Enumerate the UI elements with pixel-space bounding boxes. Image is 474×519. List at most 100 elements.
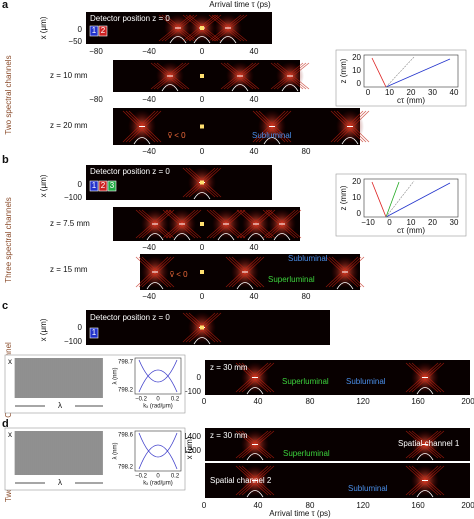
inset-line [385,56,415,88]
channel-label: 2 [101,181,106,190]
y-axis-label: x (μm) [39,16,48,39]
y-tick-label: 0 [78,323,83,332]
plot-y-tick: 798.2 [118,388,134,394]
x-tick-label: 0 [200,292,205,301]
strip-label: Detector position z = 0 [90,14,170,23]
y-tick-label: 0 [78,25,83,34]
x-tick-label: 0 [202,501,207,510]
channel-box [107,180,117,192]
inset-x-tick: 30 [450,218,459,227]
plot-x-tick: 0 [156,397,160,403]
inset-frame [335,173,467,237]
plot-x-tick: −0.2 [135,474,148,480]
inset-line [385,181,400,218]
pulse-profile [281,84,299,92]
inset-line [371,57,387,88]
x-tick-label: −40 [142,147,156,156]
inset-y-label: z (mm) [339,58,348,83]
inset-x-tick: 20 [428,218,437,227]
x-tick-label: −40 [142,292,156,301]
plot-axes [134,357,182,395]
heatmap-strip [86,165,272,200]
x-tick-label: −80 [89,95,103,104]
pulse-profile [146,233,164,241]
x-tick-label: 40 [250,147,259,156]
marker [200,124,204,129]
inset-line [385,182,451,218]
x-tick-label: 0 [202,397,207,406]
panel-letter: d [2,418,9,430]
inset-line [385,180,415,218]
strip-label: Spatial channel 2 [210,476,272,485]
pulse-profile [193,36,211,44]
x-tick-label: −40 [142,95,156,104]
pulse-profile [416,387,434,395]
marker [200,74,204,78]
inset-y-label: z (mm) [339,185,348,210]
pulse-profile [246,387,264,395]
pulse-profile [146,282,164,290]
pulse-profile [416,453,434,461]
inset-x-tick: 20 [407,88,416,97]
plot-y-tick: 798.2 [118,465,134,471]
x-tick-label: 80 [306,501,315,510]
channel-label: 2 [101,26,106,35]
panel-letter: c [2,300,8,312]
pulse-profile [247,233,265,241]
x-tick-label: 120 [356,397,370,406]
inset-x-label: cτ (mm) [397,96,425,105]
x-tick-label: 200 [461,397,474,406]
panel-letter: b [2,154,9,166]
strip-label: z = 10 mm [50,71,88,80]
inset-x-tick: 0 [366,88,371,97]
inset-y-tick: 20 [352,53,361,62]
strip-label: z = 7.5 mm [50,219,90,228]
plot-x-tick: 0.2 [171,474,180,480]
top-axis-title: Arrival time τ (ps) [209,0,271,9]
marker [200,325,204,330]
x-tick-label: 120 [356,501,370,510]
channel-label: 1 [92,181,97,190]
inset-line [371,181,387,218]
annotation: Subluminal [252,131,292,140]
pulse-profile [133,137,151,145]
pulse-profile [169,36,187,44]
plot-x-label: kₓ (rad/μm) [143,481,172,487]
channel-box [98,25,108,37]
annotation: ṽ < 0 [168,131,186,140]
plot-y-label: λ (nm) [113,368,119,385]
plot-x-tick: 0 [156,474,160,480]
x-tick-label: 0 [200,47,205,56]
x-tick-label: −80 [89,47,103,56]
strip-label: z = 20 mm [50,121,88,130]
inset-y-tick: 10 [352,66,361,75]
marker [200,26,204,30]
plot-y-tick: 798.7 [118,360,134,366]
annotation: Subluminal [288,254,328,263]
pulse-profile [273,233,291,241]
x-tick-label: 40 [250,292,259,301]
x-tick-label: 0 [200,243,205,252]
pulse-profile [263,137,281,145]
annotation: Subluminal [348,484,388,493]
pulse-profile [219,36,237,44]
strip-label: Detector position z = 0 [90,167,170,176]
grating-lambda-label: λ [58,478,62,487]
dispersion-curve [138,432,178,458]
x-tick-label: 40 [250,243,259,252]
bottom-axis-title: Arrival time τ (ps) [269,509,331,518]
plot-y-label: λ (nm) [113,443,119,460]
channel-box [89,180,99,192]
inset-x-label: cτ (mm) [397,226,425,235]
y-tick-label: −100 [64,193,83,202]
y-tick-label: 1400 [183,432,201,441]
y-tick-label: −100 [64,337,83,346]
y-tick-label: −100 [183,387,202,396]
dispersion-curve [138,359,178,383]
inset-x-tick: 30 [428,88,437,97]
pulse-profile [231,84,249,92]
pulse-profile [246,490,264,498]
annotation: Superluminal [282,377,329,386]
panel-letter: a [2,0,9,11]
